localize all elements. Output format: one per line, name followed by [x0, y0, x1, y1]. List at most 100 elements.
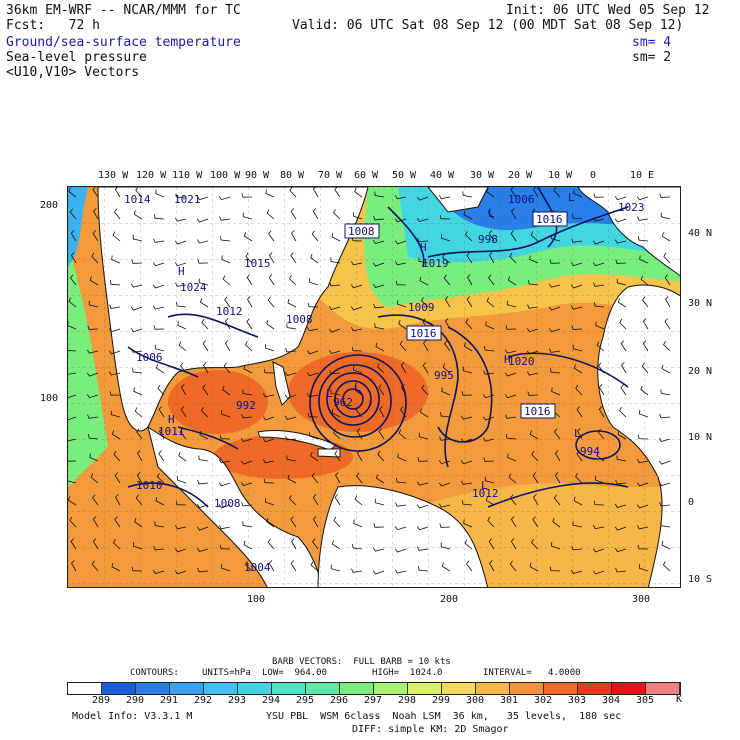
wind-barb: [617, 430, 627, 440]
wind-barb: [550, 368, 561, 374]
wind-barb: [509, 494, 517, 506]
wind-barb: [220, 235, 231, 242]
wind-barb: [88, 300, 99, 308]
high-pressure-marker: H: [168, 413, 175, 426]
longitude-tick: 10 W: [548, 170, 573, 181]
pressure-label: 994: [580, 445, 600, 458]
wind-barb: [597, 362, 605, 374]
wind-barb: [505, 325, 517, 330]
wind-barb: [592, 570, 605, 575]
wind-barb: [663, 341, 671, 352]
model-title: 36km EM-WRF -- NCAR/MMM for TC: [6, 3, 241, 18]
colorbar-label: 290: [125, 695, 145, 706]
wind-barb: [89, 276, 99, 286]
valid-time: Valid: 06 UTC Sat 08 Sep 12 (00 MDT Sat …: [292, 18, 684, 33]
colorbar-swatch: [306, 683, 340, 694]
wind-barb: [175, 193, 187, 198]
wind-barb: [397, 453, 407, 462]
wind-barb: [113, 208, 121, 220]
wind-barb: [506, 434, 517, 440]
pressure-label: 1015: [244, 257, 271, 270]
wind-barb: [532, 187, 539, 198]
wind-barb: [289, 275, 297, 286]
wind-barb: [265, 344, 275, 352]
wind-barb: [88, 433, 99, 440]
pressure-label: 1009: [408, 301, 435, 314]
low-pressure-marker: L: [574, 427, 581, 440]
wind-barb: [92, 516, 99, 528]
wind-barb: [69, 516, 77, 528]
wind-barb: [439, 436, 451, 441]
wind-barb: [224, 296, 231, 308]
wind-barb: [373, 303, 385, 309]
wind-barb: [174, 217, 187, 222]
weather-map[interactable]: 1014 1021 1008 998 1016 1019 1024 1012 1008 1009 1…: [67, 186, 681, 588]
wind-barb: [658, 460, 671, 465]
model-info: Model Info: V3.3.1 M: [72, 711, 193, 722]
temperature-colorbar: [67, 682, 681, 695]
wind-barb: [69, 208, 77, 220]
wind-barb: [573, 364, 583, 374]
wind-barb: [199, 298, 209, 308]
wind-barb: [372, 239, 385, 244]
wind-barb: [416, 504, 429, 509]
wind-barb: [114, 472, 121, 484]
wind-barb: [660, 521, 671, 528]
wind-barb: [617, 298, 627, 308]
wind-barb: [311, 472, 319, 484]
longitude-tick: 0: [590, 170, 597, 181]
wind-barb: [372, 547, 385, 552]
low-pressure-marker: L: [488, 207, 495, 220]
wind-barb: [466, 296, 473, 308]
contour-interval: INTERVAL= 4.0000: [483, 668, 581, 678]
wind-barb: [136, 428, 143, 440]
wind-barb: [505, 414, 517, 419]
wind-barb: [417, 457, 429, 462]
wind-barb: [572, 521, 583, 528]
field-sst: Ground/sea-surface temperature: [6, 35, 241, 50]
pressure-label-box: [520, 403, 556, 419]
wind-barb: [159, 428, 165, 440]
wind-barb: [306, 350, 319, 355]
wind-barb: [614, 239, 627, 244]
wind-barb: [180, 384, 187, 396]
wind-barb: [311, 230, 319, 242]
wind-barb: [334, 187, 341, 198]
wind-barb: [328, 328, 341, 333]
grid-y-number: 200: [40, 200, 59, 211]
wind-barb: [575, 384, 583, 396]
grid-x-number: 300: [632, 594, 651, 605]
wind-barb: [597, 428, 605, 440]
wind-barb: [575, 473, 583, 484]
wind-barb: [287, 298, 297, 308]
wind-barb: [416, 217, 429, 222]
wind-barb: [660, 212, 671, 220]
wind-barb: [130, 283, 143, 288]
wind-barb: [290, 560, 297, 572]
wind-barb: [595, 321, 605, 330]
wind-barb: [130, 328, 143, 333]
wind-barb: [113, 450, 121, 462]
wind-barb: [243, 364, 253, 374]
wind-barb: [573, 189, 583, 198]
wind-barb: [177, 476, 187, 484]
wind-barb: [642, 318, 649, 330]
wind-barb: [110, 280, 121, 286]
wind-barb: [504, 349, 517, 354]
wind-barb: [86, 372, 99, 377]
longitude-tick: 120 W: [136, 170, 167, 181]
wind-barb: [637, 525, 649, 530]
wind-barb: [174, 548, 187, 553]
wind-barb: [68, 297, 77, 308]
wind-barb: [154, 521, 165, 528]
wind-barb: [442, 253, 451, 264]
wind-barb: [265, 189, 275, 198]
wind-barb: [592, 217, 605, 222]
wind-barb: [108, 350, 121, 355]
wind-barb: [507, 276, 517, 286]
colorbar-label: 289: [91, 695, 111, 706]
wind-barb: [664, 318, 671, 330]
wind-barb: [440, 542, 451, 550]
wind-barb: [593, 524, 605, 530]
wind-barb: [243, 232, 253, 242]
